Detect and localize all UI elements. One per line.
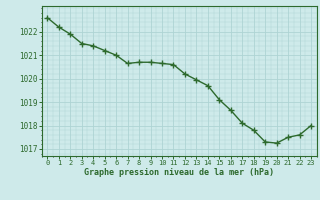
X-axis label: Graphe pression niveau de la mer (hPa): Graphe pression niveau de la mer (hPa) — [84, 168, 274, 177]
